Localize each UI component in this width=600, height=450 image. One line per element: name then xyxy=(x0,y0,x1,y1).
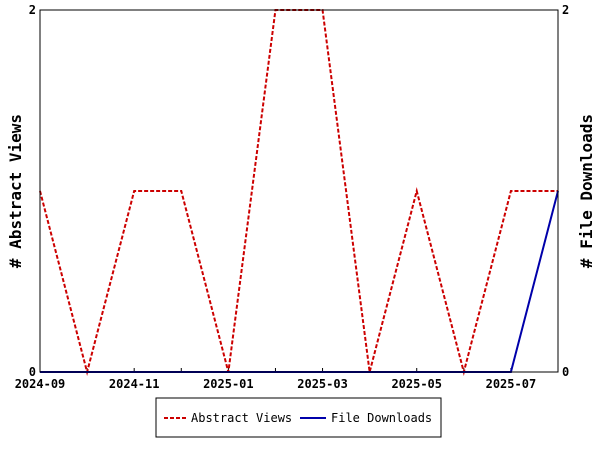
x-tick-label: 2024-11 xyxy=(109,377,160,391)
left-axis-title: # Abstract Views xyxy=(6,114,25,268)
legend-label-abstract-views: Abstract Views xyxy=(191,411,292,425)
y-left-tick-label: 2 xyxy=(29,3,36,17)
x-tick-label: 2025-05 xyxy=(391,377,442,391)
legend-box xyxy=(155,397,442,438)
y-axis-tick-labels: 0 2 0 2 xyxy=(29,3,569,379)
x-tick-label: 2025-01 xyxy=(203,377,254,391)
legend-label-file-downloads: File Downloads xyxy=(331,411,432,425)
x-tick-label: 2025-07 xyxy=(486,377,537,391)
y-left-tick-label: 0 xyxy=(29,365,36,379)
x-axis-tick-labels: 2024-09 2024-11 2025-01 2025-03 2025-05 2025-… xyxy=(15,377,536,391)
x-tick-label: 2025-03 xyxy=(297,377,348,391)
y-right-tick-label: 0 xyxy=(562,365,569,379)
series-line-abstract-views xyxy=(39,9,558,376)
y-right-tick-label: 2 xyxy=(562,3,569,17)
legend: Abstract Views File Downloads xyxy=(155,397,442,438)
series-line-file-downloads xyxy=(40,190,559,373)
y-axis-ticks xyxy=(40,9,558,373)
x-tick-label: 2024-09 xyxy=(15,377,66,391)
plot-frame xyxy=(39,9,559,373)
right-axis-title: # File Downloads xyxy=(577,114,596,268)
series-layer xyxy=(39,9,559,376)
